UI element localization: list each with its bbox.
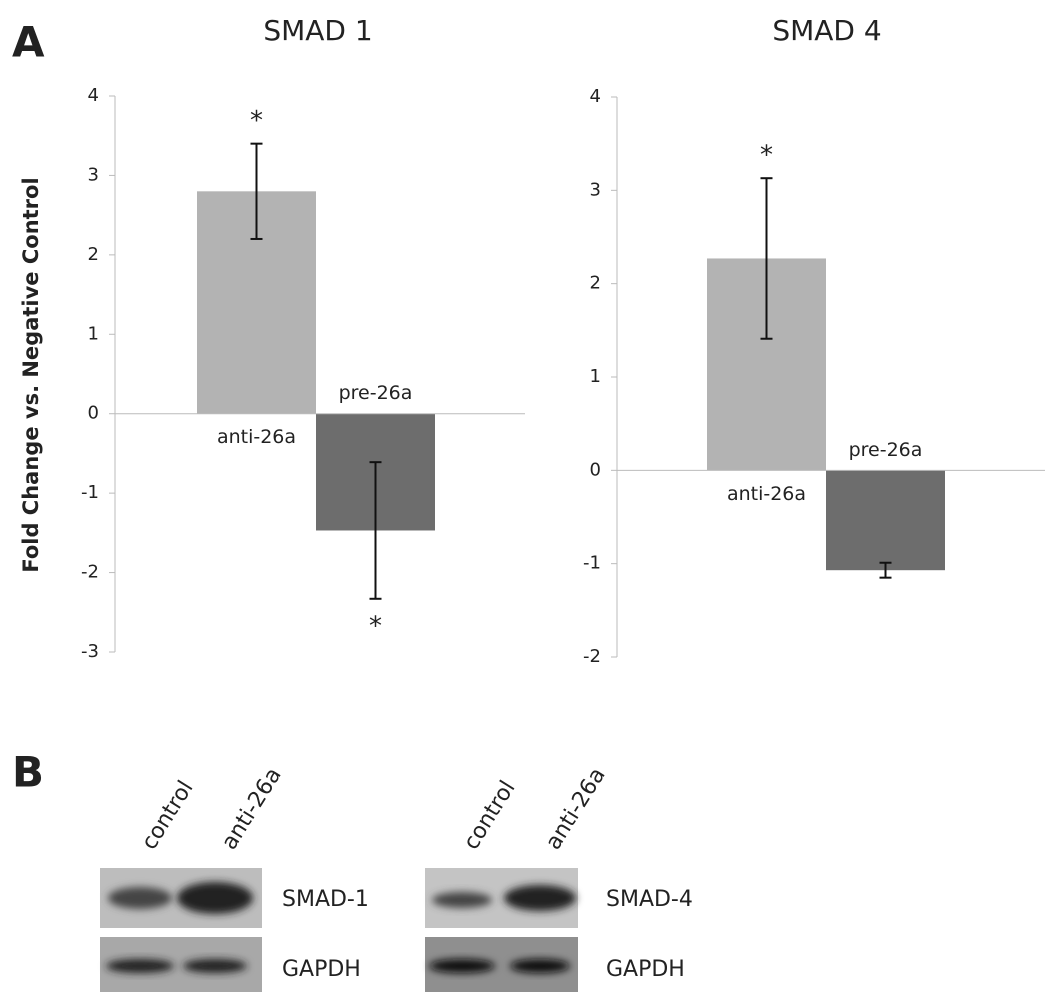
lane-label: anti-26a xyxy=(541,763,611,854)
y-tick-label: 0 xyxy=(88,403,99,424)
y-tick-label: -1 xyxy=(81,482,99,503)
significance-mark: * xyxy=(760,141,773,171)
panel-label: B xyxy=(12,748,44,797)
significance-mark: * xyxy=(250,106,263,136)
chart-title: SMAD 1 xyxy=(263,14,372,47)
y-tick-label: 2 xyxy=(88,244,99,265)
lane-label: anti-26a xyxy=(217,763,287,854)
y-tick-label: 0 xyxy=(590,459,601,480)
y-tick-label: -2 xyxy=(583,646,601,667)
y-tick-label: 4 xyxy=(590,86,601,107)
panel-label: A xyxy=(12,18,45,67)
y-tick-label: 1 xyxy=(590,366,601,387)
blot-row-label: SMAD-4 xyxy=(606,887,693,912)
blot xyxy=(425,868,578,992)
y-tick-label: 3 xyxy=(88,164,99,185)
y-tick-label: -3 xyxy=(81,641,99,662)
category-label: pre-26a xyxy=(339,382,413,404)
lane-label: control xyxy=(137,776,199,854)
y-tick-label: -2 xyxy=(81,562,99,583)
blot-row-label: GAPDH xyxy=(606,957,685,982)
lane-label: control xyxy=(459,776,521,854)
y-tick-label: 3 xyxy=(590,179,601,200)
y-tick-label: 1 xyxy=(88,323,99,344)
significance-mark: * xyxy=(369,611,382,641)
category-label: pre-26a xyxy=(849,439,923,461)
y-axis-label: Fold Change vs. Negative Control xyxy=(19,177,43,572)
blot xyxy=(100,868,262,992)
category-label: anti-26a xyxy=(727,483,806,505)
bar xyxy=(826,470,945,571)
y-tick-label: -1 xyxy=(583,553,601,574)
blot-row-label: SMAD-1 xyxy=(282,887,369,912)
chart-title: SMAD 4 xyxy=(772,14,881,47)
blot-row-label: GAPDH xyxy=(282,957,361,982)
category-label: anti-26a xyxy=(217,426,296,448)
y-tick-label: 4 xyxy=(88,85,99,106)
y-tick-label: 2 xyxy=(590,273,601,294)
